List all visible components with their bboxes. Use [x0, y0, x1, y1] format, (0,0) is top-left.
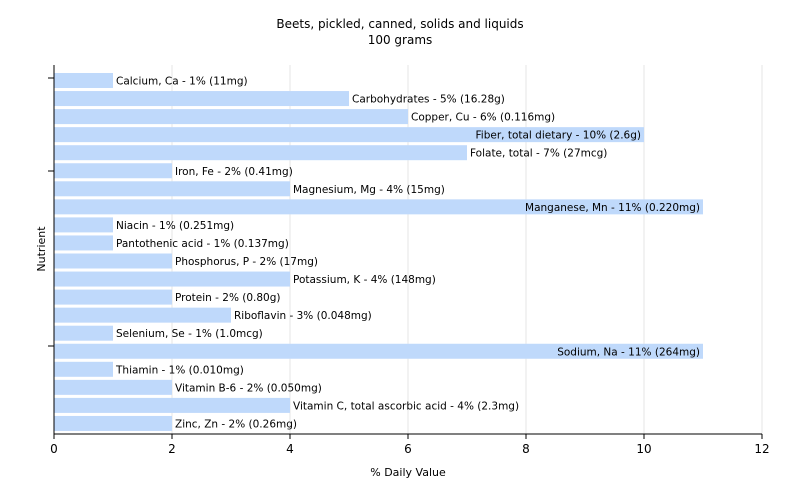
bar	[54, 325, 113, 341]
bar-label: Calcium, Ca - 1% (11mg)	[116, 76, 248, 88]
bar-label: Folate, total - 7% (27mcg)	[470, 148, 607, 160]
bar	[54, 361, 113, 377]
bar	[54, 289, 172, 305]
gridlines	[171, 65, 763, 434]
bar-label: Magnesium, Mg - 4% (15mg)	[293, 184, 445, 196]
y-ticks	[48, 77, 54, 347]
bar	[54, 73, 113, 88]
bar-label: Vitamin B-6 - 2% (0.050mg)	[175, 382, 322, 394]
bar-label: Selenium, Se - 1% (1.0mcg)	[116, 328, 263, 340]
bar-label: Sodium, Na - 11% (264mg)	[557, 346, 700, 358]
bar-label: Riboflavin - 3% (0.048mg)	[234, 310, 372, 322]
bar	[54, 253, 172, 269]
chart-title: Beets, pickled, canned, solids and liqui…	[276, 17, 523, 31]
bar-label: Niacin - 1% (0.251mg)	[116, 220, 234, 232]
x-tick-label: 8	[522, 442, 530, 456]
bar	[54, 163, 172, 179]
bar-label: Zinc, Zn - 2% (0.26mg)	[175, 418, 297, 430]
bar	[54, 397, 290, 413]
bar-label: Potassium, K - 4% (148mg)	[293, 274, 436, 286]
bar	[54, 217, 113, 233]
bar	[54, 271, 290, 287]
chart-subtitle: 100 grams	[368, 33, 433, 47]
bar	[54, 181, 290, 197]
bar-label: Manganese, Mn - 11% (0.220mg)	[525, 202, 700, 214]
bar	[54, 91, 349, 107]
bar-label: Phosphorus, P - 2% (17mg)	[175, 256, 318, 268]
bar	[54, 235, 113, 251]
bar-label: Thiamin - 1% (0.010mg)	[115, 364, 244, 376]
bar-label: Fiber, total dietary - 10% (2.6g)	[476, 130, 641, 142]
bar	[54, 415, 172, 431]
bar	[54, 127, 644, 143]
bars: Calcium, Ca - 1% (11mg) Carbohydrates - 5…	[54, 73, 703, 431]
x-tick-label: 10	[636, 442, 651, 456]
bar	[54, 199, 703, 215]
bar-label: Pantothenic acid - 1% (0.137mg)	[116, 238, 289, 250]
x-tick-label: 6	[404, 442, 412, 456]
bar-label: Carbohydrates - 5% (16.28g)	[352, 94, 505, 106]
bar-label: Protein - 2% (0.80g)	[175, 292, 281, 304]
x-ticks: 0 2 4 6 8 10 12	[50, 434, 770, 456]
x-tick-label: 0	[50, 442, 58, 456]
bar	[54, 109, 408, 125]
x-tick-label: 4	[286, 442, 294, 456]
x-tick-label: 12	[754, 442, 769, 456]
x-tick-label: 2	[168, 442, 176, 456]
bar	[54, 145, 467, 161]
bar	[54, 307, 231, 323]
y-axis-label: Nutrient	[35, 226, 48, 272]
bar-label: Iron, Fe - 2% (0.41mg)	[175, 166, 293, 178]
bar-label: Vitamin C, total ascorbic acid - 4% (2.3…	[293, 400, 519, 412]
bar-label: Copper, Cu - 6% (0.116mg)	[411, 112, 555, 124]
x-axis-label: % Daily Value	[370, 466, 446, 479]
bar	[54, 379, 172, 395]
bar	[54, 343, 703, 359]
